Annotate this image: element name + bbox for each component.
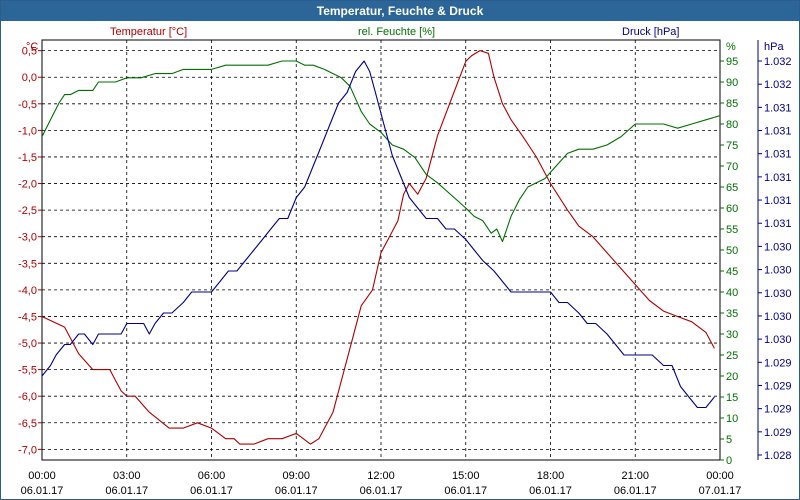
temp-series-label: Temperatur [°C]	[110, 26, 187, 38]
pressure-tick-label: 1.028	[764, 450, 792, 462]
humidity-tick-label: 70	[726, 161, 738, 173]
x-tick-time: 15:00	[452, 470, 480, 482]
humidity-tick-label: 25	[726, 350, 738, 362]
pressure-tick-label: 1.031	[764, 126, 792, 138]
humidity-tick-label: 65	[726, 182, 738, 194]
humidity-tick-label: 90	[726, 77, 738, 89]
temp-tick-label: -3,5	[18, 258, 37, 270]
temp-tick-label: -2,5	[18, 205, 37, 217]
humidity-tick-label: 80	[726, 119, 738, 131]
humidity-tick-label: 0	[726, 455, 732, 467]
temp-tick-label: 0,0	[22, 72, 37, 84]
pressure-tick-label: 1.032	[764, 56, 792, 68]
pressure-tick-label: 1.031	[764, 218, 792, 230]
humidity-tick-label: 50	[726, 245, 738, 257]
x-tick-date: 06.01.17	[21, 485, 64, 497]
x-tick-time: 21:00	[621, 470, 649, 482]
temp-tick-label: -2,0	[18, 179, 37, 191]
humidity-tick-label: 5	[726, 434, 732, 446]
temp-tick-label: -5,5	[18, 365, 37, 377]
x-tick-date: 06.01.17	[105, 485, 148, 497]
x-tick-date: 07.01.17	[699, 485, 742, 497]
pressure-tick-label: 1.030	[764, 288, 792, 300]
temp-tick-label: -1,0	[18, 125, 37, 137]
temp-tick-label: -3,0	[18, 232, 37, 244]
temp-tick-label: -6,0	[18, 391, 37, 403]
humidity-tick-label: 40	[726, 287, 738, 299]
pressure-tick-label: 1.029	[764, 427, 792, 439]
temp-tick-label: 0,5	[22, 46, 37, 58]
humidity-tick-label: 10	[726, 413, 738, 425]
series-line-pressure	[41, 60, 715, 409]
x-tick-time: 18:00	[537, 470, 565, 482]
temp-tick-label: -6,5	[18, 418, 37, 430]
temp-tick-label: -7,0	[18, 444, 37, 456]
x-tick-time: 00:00	[706, 470, 734, 482]
humidity-tick-label: 60	[726, 203, 738, 215]
pressure-tick-label: 1.031	[764, 102, 792, 114]
humidity-tick-label: 30	[726, 329, 738, 341]
temp-tick-label: -5,0	[18, 338, 37, 350]
x-tick-date: 06.01.17	[529, 485, 572, 497]
temp-tick-label: -1,5	[18, 152, 37, 164]
x-tick-date: 06.01.17	[190, 485, 233, 497]
humidity-series-label: rel. Feuchte [%]	[358, 26, 435, 38]
humidity-tick-label: 35	[726, 308, 738, 320]
humidity-tick-label: 95	[726, 56, 738, 68]
x-tick-time: 06:00	[198, 470, 226, 482]
humidity-tick-label: 55	[726, 224, 738, 236]
pressure-series-label: Druck [hPa]	[622, 26, 679, 38]
pressure-unit-label: hPa	[764, 41, 784, 53]
temp-tick-label: -4,0	[18, 285, 37, 297]
temp-tick-label: -4,5	[18, 311, 37, 323]
temp-unit-label: °C	[26, 41, 38, 53]
humidity-tick-label: 75	[726, 140, 738, 152]
pressure-tick-label: 1.029	[764, 380, 792, 392]
humidity-unit-label: %	[726, 41, 736, 53]
series-line-humidity	[41, 60, 721, 243]
grid	[42, 40, 720, 460]
temp-tick-label: -0,5	[18, 99, 37, 111]
pressure-tick-label: 1.030	[764, 241, 792, 253]
pressure-tick-label: 1.031	[764, 172, 792, 184]
x-tick-date: 06.01.17	[360, 485, 403, 497]
humidity-tick-label: 85	[726, 98, 738, 110]
chart-title: Temperatur, Feuchte & Druck	[1, 1, 799, 21]
x-tick-date: 06.01.17	[614, 485, 657, 497]
humidity-tick-label: 20	[726, 371, 738, 383]
pressure-tick-label: 1.029	[764, 357, 792, 369]
x-tick-time: 12:00	[367, 470, 395, 482]
x-tick-time: 00:00	[28, 470, 56, 482]
pressure-tick-label: 1.031	[764, 195, 792, 207]
pressure-tick-label: 1.030	[764, 334, 792, 346]
x-tick-date: 06.01.17	[275, 485, 318, 497]
x-tick-time: 09:00	[282, 470, 310, 482]
pressure-tick-label: 1.032	[764, 79, 792, 91]
series-line-temperature	[41, 50, 715, 445]
x-tick-time: 03:00	[113, 470, 141, 482]
pressure-tick-label: 1.030	[764, 311, 792, 323]
pressure-tick-label: 1.031	[764, 149, 792, 161]
pressure-tick-label: 1.029	[764, 404, 792, 416]
humidity-tick-label: 45	[726, 266, 738, 278]
series-lines	[41, 50, 721, 445]
humidity-tick-label: 15	[726, 392, 738, 404]
pressure-tick-label: 1.030	[764, 265, 792, 277]
axis-ticks: 00:00 06.01.17 03:00 06.01.17 06:00 06.01.17 0…	[18, 40, 792, 497]
x-tick-date: 06.01.17	[444, 485, 487, 497]
